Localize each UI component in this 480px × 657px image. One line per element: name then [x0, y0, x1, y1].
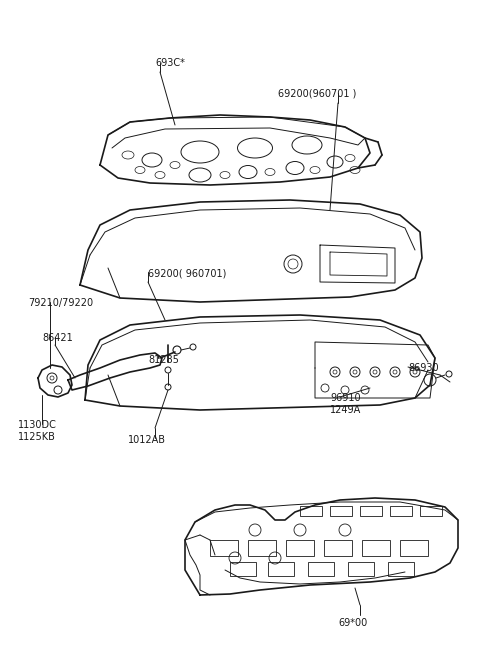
- Bar: [210, 540, 238, 556]
- Bar: [348, 562, 374, 576]
- Bar: [388, 562, 414, 576]
- Bar: [324, 540, 352, 556]
- Text: 1125KB: 1125KB: [18, 432, 56, 442]
- Text: 69200(960701 ): 69200(960701 ): [278, 88, 356, 98]
- Bar: [268, 562, 294, 576]
- Text: 69*00: 69*00: [338, 618, 367, 628]
- Polygon shape: [185, 498, 458, 595]
- Bar: [362, 540, 390, 556]
- Text: 693C*: 693C*: [155, 58, 185, 68]
- Text: 86930: 86930: [408, 363, 439, 373]
- Bar: [286, 540, 314, 556]
- Bar: [248, 540, 276, 556]
- Text: 86421: 86421: [42, 333, 73, 343]
- Text: 81285: 81285: [148, 355, 179, 365]
- Text: 79210/79220: 79210/79220: [28, 298, 93, 308]
- Text: 96910: 96910: [330, 393, 360, 403]
- Polygon shape: [85, 315, 435, 410]
- Bar: [330, 506, 352, 516]
- Polygon shape: [315, 342, 435, 398]
- Bar: [230, 562, 256, 576]
- Polygon shape: [80, 200, 422, 302]
- Polygon shape: [38, 365, 72, 397]
- Bar: [360, 506, 382, 516]
- Polygon shape: [68, 353, 162, 390]
- Text: 69200( 960701): 69200( 960701): [148, 268, 227, 278]
- Bar: [300, 506, 322, 516]
- Text: 1130DC: 1130DC: [18, 420, 57, 430]
- Bar: [400, 540, 428, 556]
- Bar: [308, 562, 334, 576]
- Polygon shape: [100, 115, 370, 185]
- Bar: [390, 506, 412, 516]
- Text: 1012AB: 1012AB: [128, 435, 166, 445]
- Text: 1249A: 1249A: [330, 405, 361, 415]
- Bar: [420, 506, 442, 516]
